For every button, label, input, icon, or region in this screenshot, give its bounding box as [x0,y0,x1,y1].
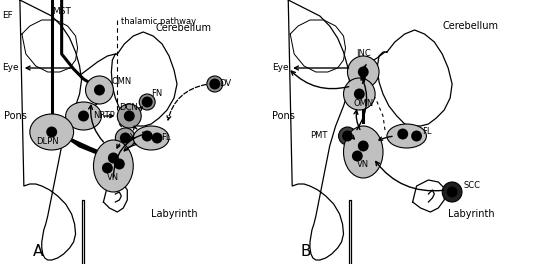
Circle shape [358,140,369,152]
Circle shape [142,130,153,142]
Circle shape [46,126,57,138]
Circle shape [94,84,105,96]
Text: FL: FL [423,128,432,136]
Ellipse shape [442,182,462,202]
Text: Y: Y [129,133,134,142]
Text: Pons: Pons [4,111,27,121]
Circle shape [397,129,408,139]
Text: OMN: OMN [353,99,373,108]
Ellipse shape [85,76,113,104]
Circle shape [358,67,369,78]
Text: SCC: SCC [464,182,481,191]
Ellipse shape [387,124,426,148]
Text: A: A [33,244,43,260]
Circle shape [447,186,458,197]
Circle shape [120,133,131,144]
Circle shape [342,130,353,142]
Text: Cerebellum: Cerebellum [442,21,498,31]
Circle shape [411,130,422,142]
Text: DV: DV [219,79,231,88]
Text: VN: VN [107,173,119,182]
Text: Pons: Pons [272,111,295,121]
Text: Labyrinth: Labyrinth [151,209,198,219]
Text: B: B [301,244,311,260]
Ellipse shape [339,127,357,145]
Text: PMT: PMT [310,131,328,140]
Circle shape [352,150,363,162]
Ellipse shape [66,102,101,130]
Text: DCN: DCN [119,103,138,112]
Circle shape [209,78,220,89]
Circle shape [151,133,163,144]
Ellipse shape [344,78,375,110]
Ellipse shape [93,140,133,192]
Circle shape [354,88,365,100]
Ellipse shape [118,104,141,128]
Text: Eye: Eye [2,64,19,73]
Ellipse shape [133,126,169,150]
Text: FL: FL [161,134,171,143]
Circle shape [108,153,119,163]
Circle shape [142,97,153,107]
Ellipse shape [344,126,383,178]
Circle shape [102,163,113,173]
Ellipse shape [30,114,74,150]
Circle shape [124,111,135,121]
Ellipse shape [207,76,223,92]
Text: Eye: Eye [272,64,289,73]
Ellipse shape [139,94,155,110]
Text: MST: MST [52,7,70,16]
Text: FN: FN [151,89,162,98]
Text: EF: EF [2,11,13,20]
Ellipse shape [115,128,135,148]
Circle shape [78,111,89,121]
Text: Cerebellum: Cerebellum [155,23,211,33]
Text: DLPN: DLPN [36,137,59,146]
Text: NRTP: NRTP [93,111,115,120]
Text: INC: INC [356,49,371,58]
Circle shape [114,158,125,169]
Text: OMN: OMN [111,77,132,86]
Text: thalamic pathway: thalamic pathway [121,17,197,26]
Ellipse shape [347,56,379,88]
Text: VN: VN [357,160,369,169]
Text: Labyrinth: Labyrinth [448,209,495,219]
